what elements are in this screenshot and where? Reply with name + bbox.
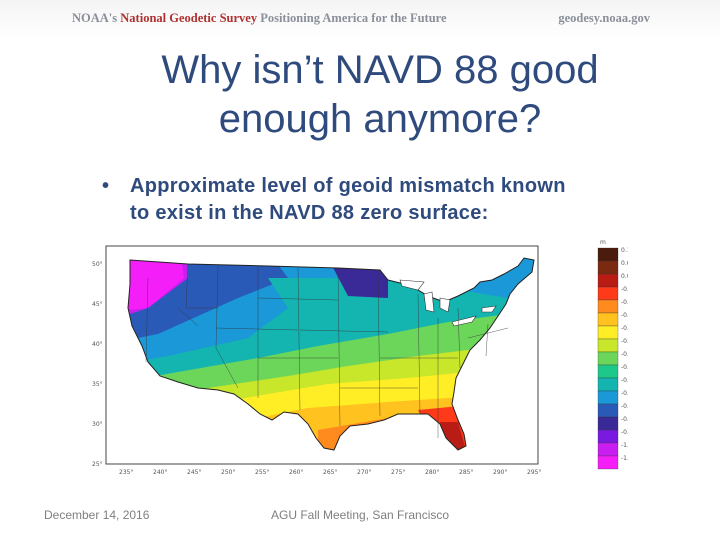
colorbar-label: -1.12 bbox=[621, 455, 628, 462]
latitude-ticks: 50° 45° 40° 35° 30° 25° bbox=[92, 261, 103, 468]
colorbar-label: -0.96 bbox=[621, 429, 628, 436]
footer-event: AGU Fall Meeting, San Francisco bbox=[271, 508, 450, 522]
colorbar-label: -1.04 bbox=[621, 442, 628, 449]
colorbar-swatch bbox=[597, 325, 619, 340]
latitude-tick-label: 45° bbox=[92, 301, 103, 308]
colorbar-swatch bbox=[597, 416, 619, 431]
longitude-tick-label: 255° bbox=[255, 469, 269, 476]
us-outline bbox=[127, 257, 535, 451]
longitude-tick-label: 265° bbox=[323, 469, 337, 476]
colorbar-swatch bbox=[597, 364, 619, 379]
bullet-text-line-1: Approximate level of geoid mismatch know… bbox=[130, 175, 566, 197]
colorbar-label: -0.48 bbox=[621, 351, 628, 358]
bullet-point: • Approximate level of geoid mismatch kn… bbox=[102, 173, 670, 227]
slide-title-line-2: enough anymore? bbox=[218, 97, 542, 141]
longitude-tick-label: 245° bbox=[187, 469, 201, 476]
state-boundaries bbox=[145, 263, 509, 438]
tagline: Positioning America for the Future bbox=[260, 11, 447, 25]
longitude-tick-label: 290° bbox=[493, 469, 507, 476]
colorbar-label: -0.80 bbox=[621, 403, 628, 410]
longitude-tick-label: 250° bbox=[221, 469, 235, 476]
longitude-tick-label: 285° bbox=[459, 469, 473, 476]
colorbar-label: -0.72 bbox=[621, 390, 628, 397]
colorbar-swatch bbox=[597, 403, 619, 418]
latitude-tick-label: 25° bbox=[92, 461, 103, 468]
colorbar-label: -0.32 bbox=[621, 325, 628, 332]
colorbar-label: 0.16 bbox=[621, 247, 628, 254]
footer-date: December 14, 2016 bbox=[44, 508, 150, 522]
header-url: geodesy.noaa.gov bbox=[558, 11, 650, 25]
colorbar-label: -0.56 bbox=[621, 364, 628, 371]
colorbar-swatch bbox=[597, 260, 619, 275]
colorbar-swatch bbox=[597, 442, 619, 457]
latitude-tick-label: 35° bbox=[92, 381, 103, 388]
bullet-dot: • bbox=[102, 175, 110, 197]
colorbar-swatch bbox=[597, 299, 619, 314]
colorbar-swatch bbox=[597, 455, 619, 470]
colorbar-swatch bbox=[597, 351, 619, 366]
longitude-tick-label: 240° bbox=[153, 469, 167, 476]
colorbar-label: -0.24 bbox=[621, 312, 628, 319]
colorbar-swatch bbox=[597, 247, 619, 262]
bullet-text-line-2: to exist in the NAVD 88 zero surface: bbox=[130, 202, 489, 224]
longitude-ticks: 235° 240° 245° 250° 255° 260° 265° 270° 275° 280°… bbox=[119, 469, 541, 476]
slide-header: NOAA's National Geodetic Survey Position… bbox=[0, 0, 720, 38]
colorbar-swatch bbox=[597, 312, 619, 327]
colorbar: m 0.16 0.08 0.00 -0.08 -0.16 -0.24 -0.32 -0.40 -0… bbox=[597, 239, 628, 470]
geoid-mismatch-map: 50°45°40°35°30°25° 235° 240° 245° 250° 255° 2… bbox=[88, 238, 628, 480]
colorbar-swatch bbox=[597, 377, 619, 392]
slide-title-line-1: Why isn’t NAVD 88 good bbox=[161, 48, 599, 92]
noaa-ngs-logo-text: NOAA's National Geodetic Survey Position… bbox=[72, 11, 447, 25]
colorbar-label: 0.00 bbox=[621, 273, 628, 280]
colorbar-label: -0.64 bbox=[621, 377, 628, 384]
ngs-name: National Geodetic Survey bbox=[120, 11, 258, 25]
latitude-tick-label: 30° bbox=[92, 421, 103, 428]
colorbar-label: -0.08 bbox=[621, 286, 628, 293]
colorbar-unit: m bbox=[600, 239, 606, 246]
longitude-tick-label: 270° bbox=[357, 469, 371, 476]
colorbar-swatch bbox=[597, 429, 619, 444]
longitude-tick-label: 235° bbox=[119, 469, 133, 476]
longitude-tick-label: 275° bbox=[391, 469, 405, 476]
latitude-tick-label: 40° bbox=[92, 341, 103, 348]
colorbar-label: -0.40 bbox=[621, 338, 628, 345]
colorbar-swatch bbox=[597, 390, 619, 405]
colorbar-swatch bbox=[597, 338, 619, 353]
colorbar-label: 0.08 bbox=[621, 260, 628, 267]
longitude-tick-label: 295° bbox=[527, 469, 541, 476]
colorbar-swatch bbox=[597, 273, 619, 288]
map-frame bbox=[105, 245, 539, 465]
latitude-tick-label: 50° bbox=[92, 261, 103, 268]
colorbar-label: -0.16 bbox=[621, 299, 628, 306]
great-lakes bbox=[399, 279, 497, 327]
longitude-tick-label: 280° bbox=[425, 469, 439, 476]
colorbar-swatch bbox=[597, 286, 619, 301]
colorbar-label: -0.88 bbox=[621, 416, 628, 423]
longitude-tick-label: 260° bbox=[289, 469, 303, 476]
